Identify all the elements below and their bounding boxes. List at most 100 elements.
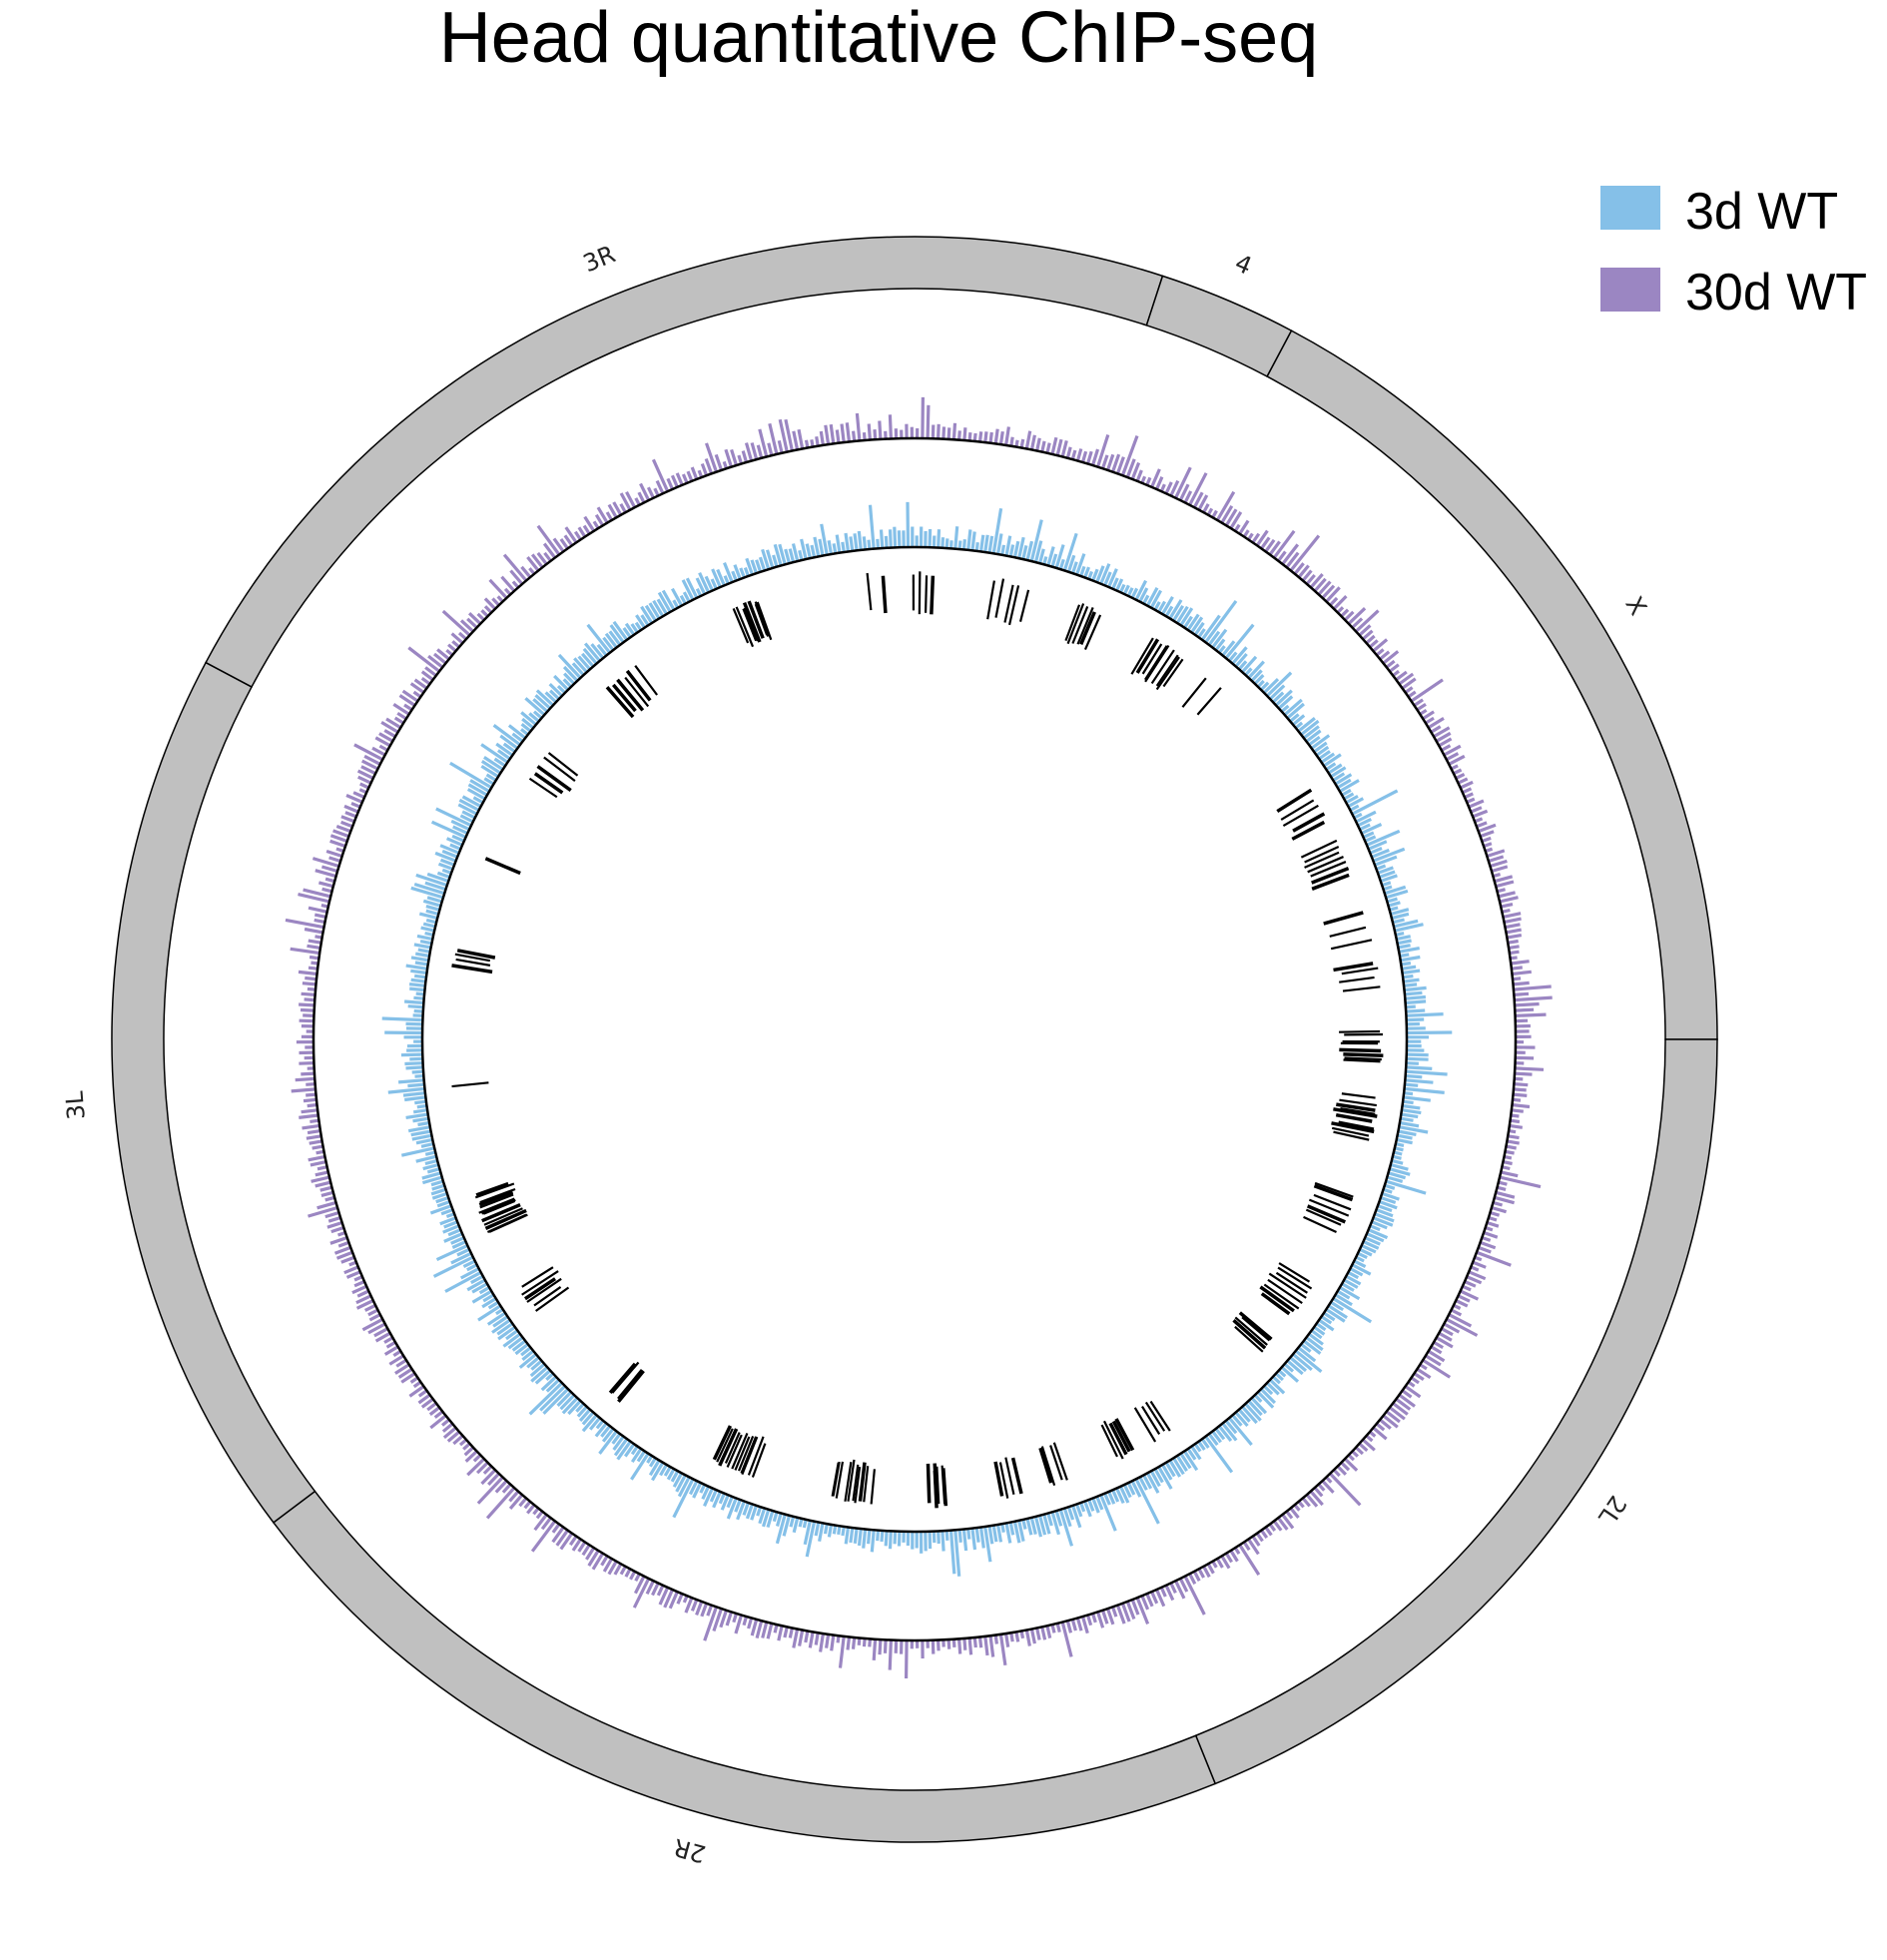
peak-mark-5-5 <box>1311 866 1350 885</box>
peak-mark-26-2 <box>536 765 572 792</box>
peak-mark-27-1 <box>611 683 637 713</box>
peak-mark-14-0 <box>1114 1418 1135 1452</box>
peak-mark-29-0 <box>866 572 873 611</box>
peak-mark-24-3 <box>456 949 496 960</box>
peak-mark-12-1 <box>1241 1316 1271 1342</box>
peak-mark-1-4 <box>1079 611 1096 645</box>
peak-mark-9-1 <box>1339 1098 1377 1107</box>
peak-mark-11-4 <box>1267 1278 1303 1305</box>
peak-mark-8-6 <box>1344 1056 1382 1061</box>
peak-mark-13-3 <box>1133 1407 1157 1443</box>
peak-mark-2-3 <box>1144 645 1168 681</box>
peak-mark-24-1 <box>455 958 491 967</box>
peak-mark-28-1 <box>735 606 755 648</box>
peak-mark-11-6 <box>1259 1285 1295 1313</box>
peak-mark-4-0 <box>1276 788 1313 814</box>
peak-mark-7-2 <box>1339 976 1375 983</box>
peak-mark-22-12 <box>474 1182 515 1199</box>
chromosome-label-3l: 3L <box>60 1089 90 1120</box>
peak-mark-16-3 <box>993 1461 1004 1497</box>
peak-mark-22-13 <box>475 1181 509 1197</box>
signal-bars-3d-wt <box>381 501 1453 1577</box>
peak-mark-16-0 <box>1010 1457 1023 1495</box>
peak-mark-11-3 <box>1268 1272 1307 1299</box>
peak-mark-15-3 <box>1038 1447 1053 1484</box>
peak-mark-28-9 <box>756 601 773 641</box>
peak-mark-10-4 <box>1306 1204 1347 1224</box>
peak-mark-5-4 <box>1310 861 1347 878</box>
peak-mark-18-5 <box>847 1459 856 1502</box>
peak-mark-19-3 <box>740 1436 758 1474</box>
track-3d-wt <box>381 501 1453 1577</box>
peak-mark-19-0 <box>751 1443 767 1478</box>
peak-mark-26-0 <box>528 777 558 799</box>
peak-mark-7-1 <box>1341 967 1379 976</box>
peak-mark-19-1 <box>747 1436 765 1476</box>
peak-mark-2-4 <box>1144 644 1170 683</box>
peak-mark-11-5 <box>1263 1283 1300 1310</box>
peak-mark-14-3 <box>1102 1420 1124 1460</box>
peak-mark-7-3 <box>1342 985 1381 992</box>
chromosome-ideogram <box>111 236 1718 1843</box>
peak-mark-9-5 <box>1335 1112 1373 1123</box>
peak-mark-9-9 <box>1333 1130 1370 1141</box>
peak-mark-2-1 <box>1135 638 1160 674</box>
peak-mark-6-0 <box>1323 911 1364 926</box>
peak-mark-15-2 <box>1040 1446 1056 1487</box>
peak-mark-20-3 <box>608 1362 637 1394</box>
peak-mark-27-2 <box>616 678 645 712</box>
peak-mark-13-1 <box>1144 1401 1166 1432</box>
peak-mark-0-1 <box>994 578 1005 618</box>
legend: 3d WT 30d WT <box>1600 183 1867 322</box>
signal-bars-30d-wt <box>285 396 1553 1679</box>
ideogram-segment-3r <box>205 236 1164 688</box>
chromosome-label-x: X <box>1619 592 1651 621</box>
track-30d-baseline <box>312 436 1518 1642</box>
peak-mark-19-9 <box>718 1428 739 1467</box>
peak-mark-2-5 <box>1150 649 1175 685</box>
peak-mark-3-1 <box>1196 687 1222 716</box>
peak-mark-24-2 <box>454 953 491 963</box>
peak-mark-28-6 <box>747 600 765 639</box>
peak-mark-19-6 <box>731 1432 749 1470</box>
peak-mark-8-0 <box>1339 1029 1381 1033</box>
peak-mark-22-8 <box>478 1197 515 1214</box>
peak-mark-1-5 <box>1083 614 1102 650</box>
peak-mark-17-1 <box>942 1468 948 1507</box>
legend-label-3d-wt: 3d WT <box>1685 183 1838 241</box>
peak-mark-21-4 <box>521 1270 559 1296</box>
peak-mark-19-11 <box>712 1425 733 1461</box>
peak-mark-21-2 <box>526 1277 562 1303</box>
track-30d-wt <box>285 396 1553 1679</box>
peak-mark-9-7 <box>1331 1121 1375 1134</box>
peak-mark-10-6 <box>1303 1215 1337 1233</box>
peak-mark-19-7 <box>726 1434 743 1468</box>
peak-mark-27-3 <box>624 676 650 708</box>
peak-mark-18-1 <box>863 1466 870 1503</box>
peak-mark-9-2 <box>1336 1102 1376 1112</box>
peak-mark-14-1 <box>1111 1420 1131 1453</box>
peak-mark-6-1 <box>1329 926 1367 938</box>
peak-mark-7-0 <box>1333 962 1374 973</box>
peak-mark-28-0 <box>732 608 750 644</box>
peak-mark-8-7 <box>1343 1058 1381 1063</box>
chart-title: Head quantitative ChIP-seq <box>439 0 1319 78</box>
chromosome-label-2l: 2L <box>1592 1491 1632 1531</box>
peak-mark-1-3 <box>1076 607 1094 645</box>
peak-mark-27-5 <box>634 665 658 696</box>
peak-mark-22-7 <box>482 1200 516 1215</box>
chromosome-label-3r: 3R <box>579 240 619 278</box>
peak-mark-4-2 <box>1282 804 1319 828</box>
peak-mark-18-9 <box>831 1462 840 1497</box>
peak-mark-5-6 <box>1311 873 1350 891</box>
peak-mark-2-2 <box>1141 643 1163 675</box>
peak-mark-4-1 <box>1280 799 1315 821</box>
peak-mark-0-2 <box>1003 584 1014 623</box>
peak-mark-5-3 <box>1307 856 1344 874</box>
peak-mark-11-0 <box>1278 1262 1311 1283</box>
peak-mark-8-4 <box>1339 1047 1382 1053</box>
peak-mark-2-6 <box>1155 654 1179 687</box>
peak-mark-1-0 <box>1064 604 1081 642</box>
peak-mark-22-9 <box>479 1193 514 1209</box>
